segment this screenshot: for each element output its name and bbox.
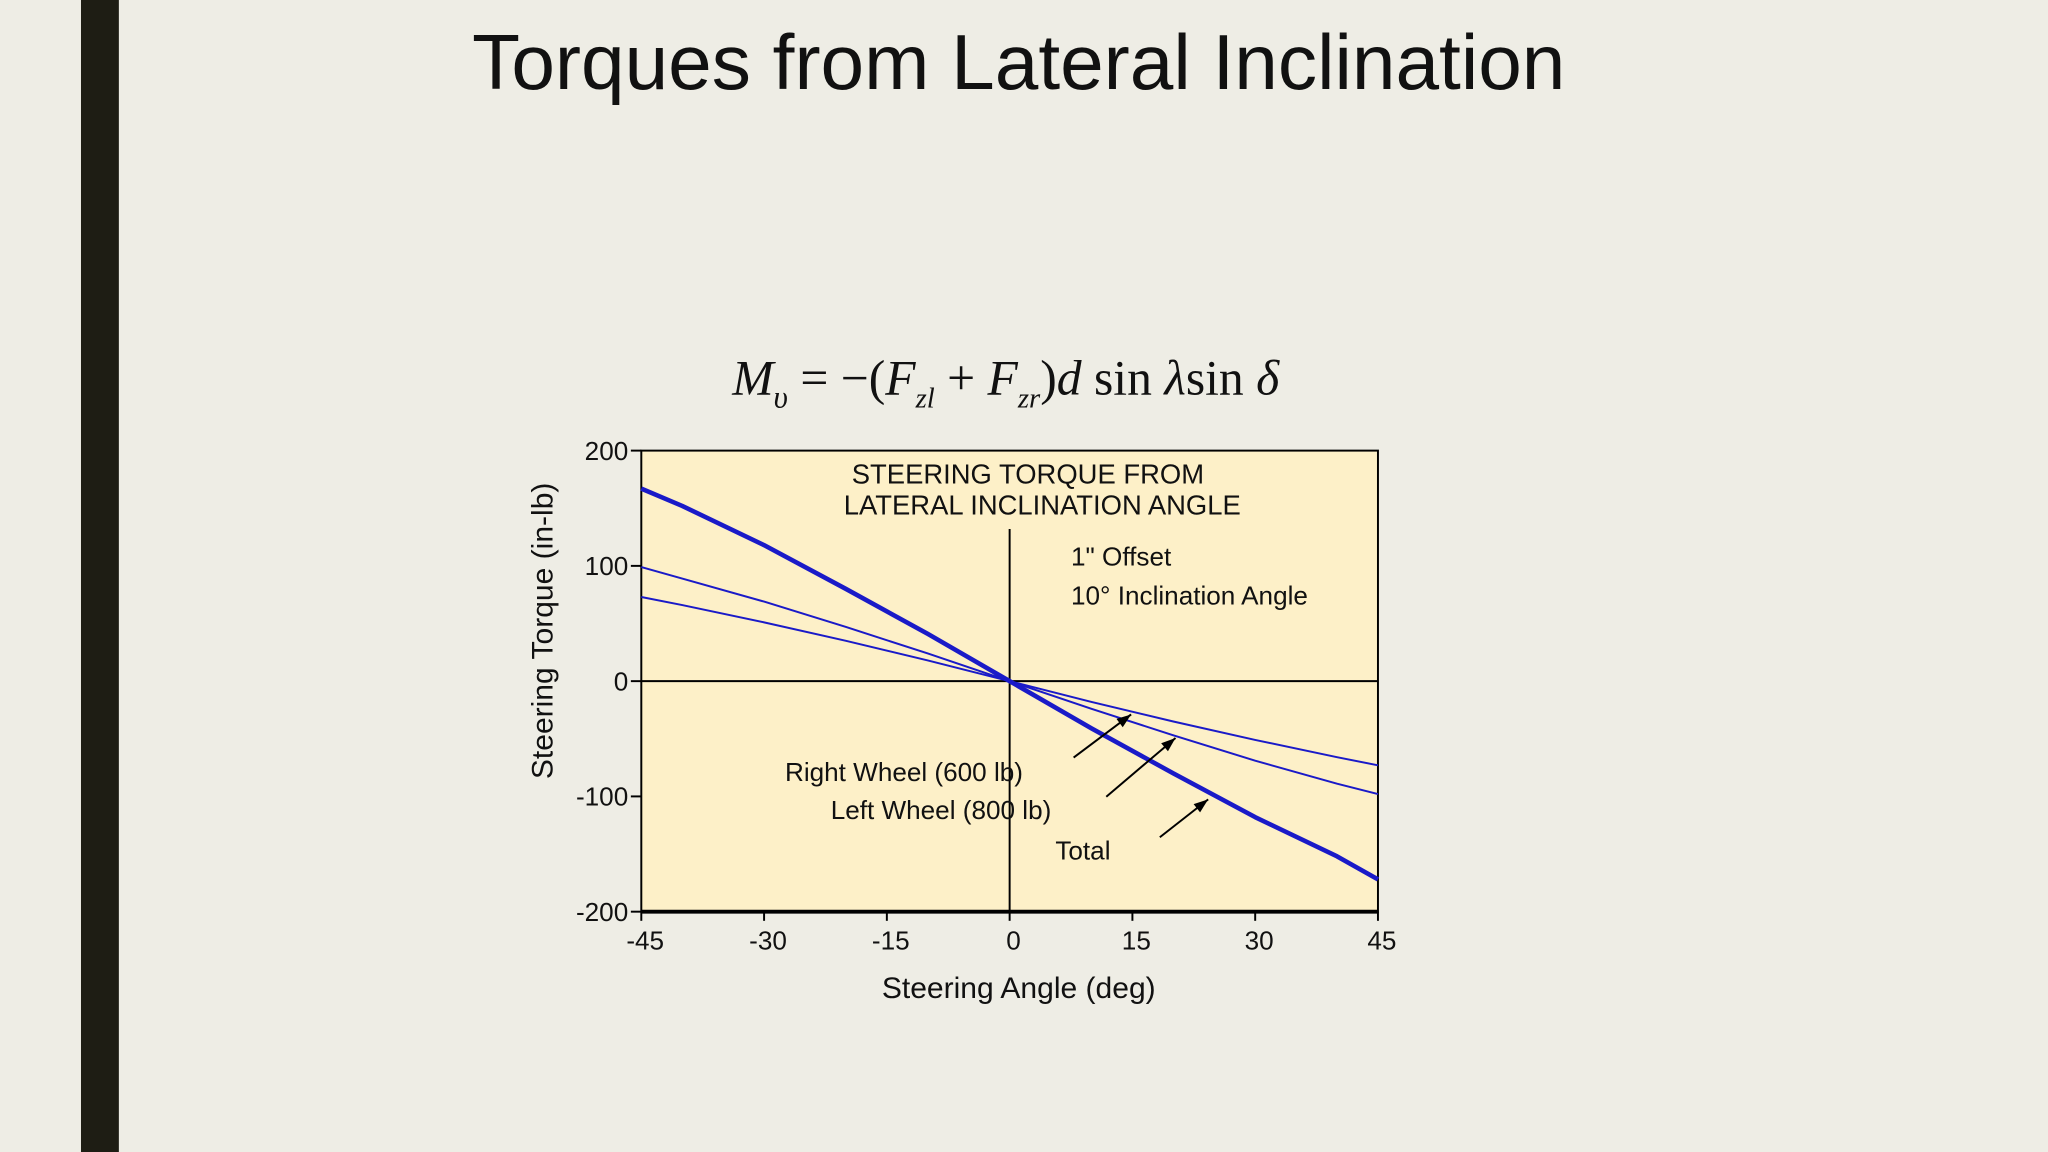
eq-part: sin (1082, 350, 1165, 405)
eq-part: + (935, 350, 988, 405)
annotation: 1" Offset (1071, 542, 1172, 572)
series-line (640, 486, 1380, 882)
eq-part: sin (1186, 350, 1256, 405)
eq-part: F (987, 350, 1019, 405)
y-tick-label: 0 (614, 666, 629, 696)
arrow-head (1116, 714, 1132, 728)
series-label: Total (1055, 835, 1110, 865)
x-tick-label: -30 (749, 926, 787, 956)
x-tick-label: 30 (1245, 926, 1274, 956)
y-tick-label: 200 (585, 436, 629, 466)
eq-part: d (1057, 350, 1082, 405)
equation: Mυ = −(Fzl + Fzr)d sin λsin δ (731, 350, 1280, 414)
x-tick-label: -15 (872, 926, 910, 956)
arrow-head (1193, 799, 1209, 813)
y-tick-label: -100 (576, 782, 628, 812)
y-tick-label: -200 (576, 897, 628, 927)
eq-part: λ (1162, 350, 1186, 405)
side-bar (80, 0, 119, 1152)
y-tick-label: 100 (585, 551, 629, 581)
chart-title: LATERAL INCLINATION ANGLE (844, 490, 1241, 521)
series-label: Right Wheel (600 lb) (785, 757, 1023, 787)
eq-part: = −( (788, 350, 885, 405)
eq-part: δ (1256, 350, 1280, 405)
eq-part: ) (1040, 350, 1057, 405)
slide-title: Torques from Lateral Inclination (472, 18, 1565, 106)
eq-sub: zr (1017, 383, 1041, 415)
eq-sub: zl (915, 383, 935, 415)
x-tick-label: -45 (626, 926, 664, 956)
arrow-head (1161, 737, 1176, 752)
annotation: 10° Inclination Angle (1071, 581, 1308, 611)
x-axis-label: Steering Angle (deg) (882, 972, 1156, 1005)
eq-sub: υ (774, 380, 788, 415)
chart-title: STEERING TORQUE FROM (852, 458, 1204, 489)
eq-part: M (731, 350, 776, 405)
series-label: Left Wheel (800 lb) (831, 795, 1052, 825)
eq-part: F (884, 350, 916, 405)
x-tick-label: 15 (1122, 926, 1151, 956)
x-tick-label: 0 (1006, 926, 1021, 956)
chart: -200 -100 0 100 200 -45 -30 -15 0 15 30 45 Steering … (526, 436, 1396, 1005)
y-axis-label: Steering Torque (in-lb) (526, 483, 559, 780)
x-tick-label: 45 (1367, 926, 1396, 956)
annotation-arrow (1105, 737, 1177, 798)
